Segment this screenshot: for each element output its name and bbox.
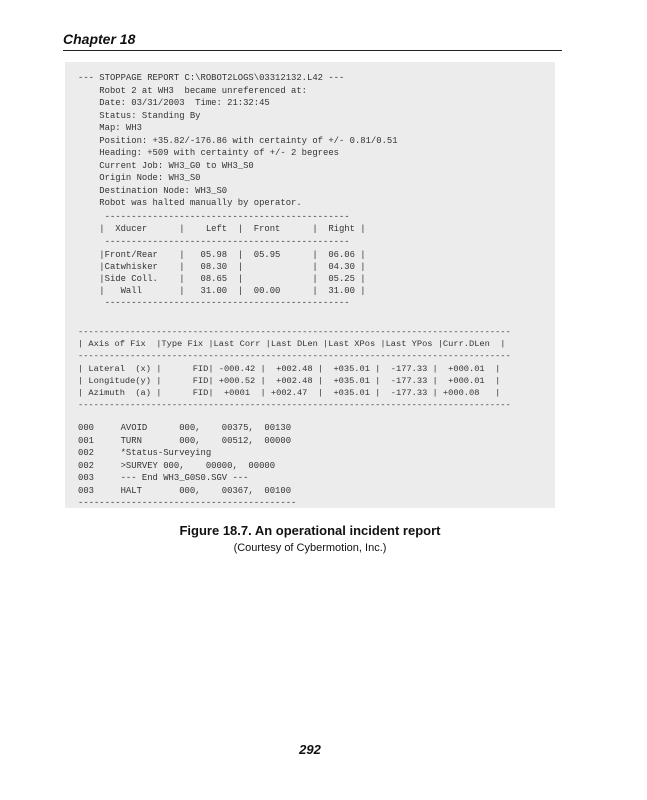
table-row: | Longitude(y) | FID| +000.52 | +002.48 …: [78, 375, 501, 386]
figure-credit: (Courtesy of Cybermotion, Inc.): [233, 542, 387, 554]
table-rule: ----------------------------------------…: [78, 237, 350, 248]
table-row: | Lateral (x) | FID| -000.42 | +002.48 |…: [78, 363, 501, 374]
log-line: 001 TURN 000, 00512, 00000: [78, 435, 292, 446]
chapter-header: Chapter 18: [63, 31, 136, 47]
log-line: 002 >SURVEY 000, 00000, 00000: [78, 460, 276, 471]
log-line: 003 --- End WH3_G0S0.SGV ---: [78, 473, 249, 483]
table-header: | Xducer | Left | Front | Right |: [78, 224, 366, 235]
report-line: Status: Standing By: [78, 110, 201, 121]
table-rule: ----------------------------------------…: [78, 351, 511, 362]
table-rule: ----------------------------------------…: [78, 212, 350, 222]
table-rule: ----------------------------------------…: [78, 327, 511, 337]
table-rule: ----------------------------------------…: [78, 400, 511, 411]
fix-table: ----------------------------------------…: [78, 326, 511, 411]
table-row: |Front/Rear | 05.98 | 05.95 | 06.06 |: [78, 249, 366, 260]
figure-caption: Figure 18.7. An operational incident rep…: [179, 523, 441, 538]
table-header: | Axis of Fix |Type Fix |Last Corr |Last…: [78, 339, 506, 350]
table-row: | Wall | 31.00 | 00.00 | 31.00 |: [78, 286, 366, 297]
figure-box: [65, 62, 555, 508]
report-line: Robot 2 at WH3 became unreferenced at:: [78, 85, 308, 96]
report-line: --- STOPPAGE REPORT C:\ROBOT2LOGS\033121…: [78, 73, 345, 83]
report-line: Origin Node: WH3_S0: [78, 173, 201, 183]
header-rule: [63, 50, 562, 51]
page-number: 292: [299, 742, 321, 757]
report-line: Current Job: WH3_G0 to WH3_S0: [78, 160, 254, 171]
log-line: 003 HALT 000, 00367, 00100: [78, 485, 292, 496]
report-line: Position: +35.82/-176.86 with certainty …: [78, 135, 398, 146]
report-line: Destination Node: WH3_S0: [78, 185, 228, 196]
report-line: Date: 03/31/2003 Time: 21:32:45: [78, 98, 270, 108]
job-log: 000 AVOID 000, 00375, 00130 001 TURN 000…: [78, 422, 296, 510]
log-rule: ----------------------------------------…: [78, 498, 297, 508]
table-rule: ----------------------------------------…: [78, 298, 350, 309]
xducer-table: ----------------------------------------…: [78, 211, 366, 310]
report-line: Robot was halted manually by operator.: [78, 198, 302, 208]
log-line: 002 *Status-Surveying: [78, 448, 212, 458]
report-line: Map: WH3: [78, 123, 142, 133]
report-line: Heading: +509 with certainty of +/- 2 be…: [78, 148, 339, 158]
table-row: |Side Coll. | 08.65 | | 05.25 |: [78, 274, 366, 285]
log-line: 000 AVOID 000, 00375, 00130: [78, 423, 292, 433]
table-row: |Catwhisker | 08.30 | | 04.30 |: [78, 261, 366, 272]
stoppage-report: --- STOPPAGE REPORT C:\ROBOT2LOGS\033121…: [78, 72, 398, 210]
table-row: | Azimuth (a) | FID| +0001 | +002.47 | +…: [78, 388, 501, 399]
